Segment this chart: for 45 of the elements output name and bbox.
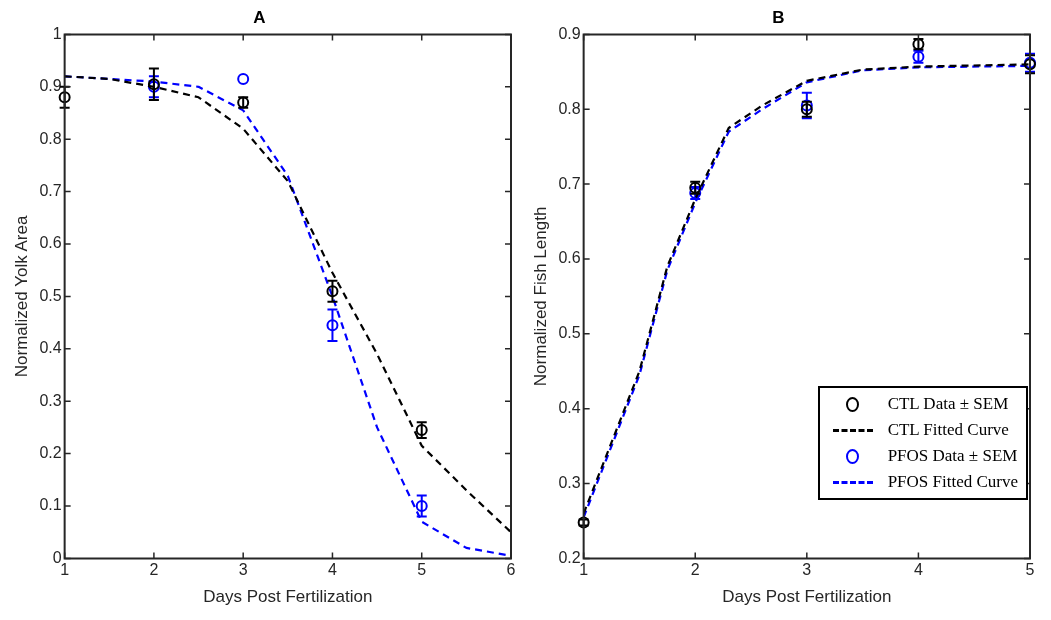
- x-tick-label: 4: [913, 561, 923, 579]
- point: [237, 72, 250, 85]
- y-tick-label: 0.8: [39, 129, 62, 147]
- y-tick-label: 0.2: [39, 444, 62, 462]
- x-tick-label: 5: [1025, 561, 1035, 579]
- y-tick-label: 0.5: [558, 324, 581, 342]
- y-tick-label: 0.5: [39, 286, 62, 304]
- x-tick-label: 3: [238, 561, 248, 579]
- point: [800, 99, 813, 112]
- x-tick-label: 2: [690, 561, 700, 579]
- legend-label: CTL Data ± SEM: [887, 394, 1009, 414]
- legend-label: PFOS Fitted Curve: [887, 472, 1018, 492]
- point: [326, 319, 339, 332]
- y-tick-label: 0.7: [558, 174, 581, 192]
- point: [415, 500, 428, 512]
- x-tick-label: 6: [506, 561, 516, 579]
- y-tick-label: 0.4: [558, 399, 581, 417]
- y-tick-label: 0.7: [39, 182, 62, 200]
- y-tick-label: 0.2: [558, 548, 581, 566]
- chart-title: B: [772, 7, 785, 27]
- y-tick-label: 0: [52, 548, 62, 566]
- point: [912, 49, 925, 64]
- y-tick-label: 0.3: [39, 391, 62, 409]
- x-tick-label: 3: [802, 561, 812, 579]
- chart-title: A: [253, 7, 266, 27]
- x-tick-label: 5: [417, 561, 427, 579]
- y-axis-title: Normalized Fish Length: [530, 206, 550, 387]
- legend-label: CTL Fitted Curve: [887, 420, 1009, 440]
- y-tick-label: 0.9: [558, 24, 581, 42]
- y-tick-label: 0.1: [39, 496, 62, 514]
- y-tick-label: 0.3: [558, 473, 581, 491]
- point: [577, 516, 590, 529]
- y-tick-label: 0.8: [558, 99, 581, 117]
- y-tick-label: 0.4: [39, 339, 62, 357]
- y-tick-label: 1: [52, 24, 62, 42]
- y-axis-title: Normalized Yolk Area: [11, 215, 31, 378]
- x-axis-title: Days Post Fertilization: [203, 587, 373, 607]
- x-tick-label: 4: [328, 561, 337, 579]
- x-tick-label: 2: [149, 561, 159, 579]
- point: [326, 285, 339, 298]
- y-tick-label: 0.6: [558, 249, 581, 267]
- y-tick-label: 0.9: [39, 77, 62, 95]
- legend-label: PFOS Data ± SEM: [887, 446, 1018, 466]
- x-axis-title: Days Post Fertilization: [722, 587, 892, 607]
- y-tick-label: 0.6: [39, 234, 62, 252]
